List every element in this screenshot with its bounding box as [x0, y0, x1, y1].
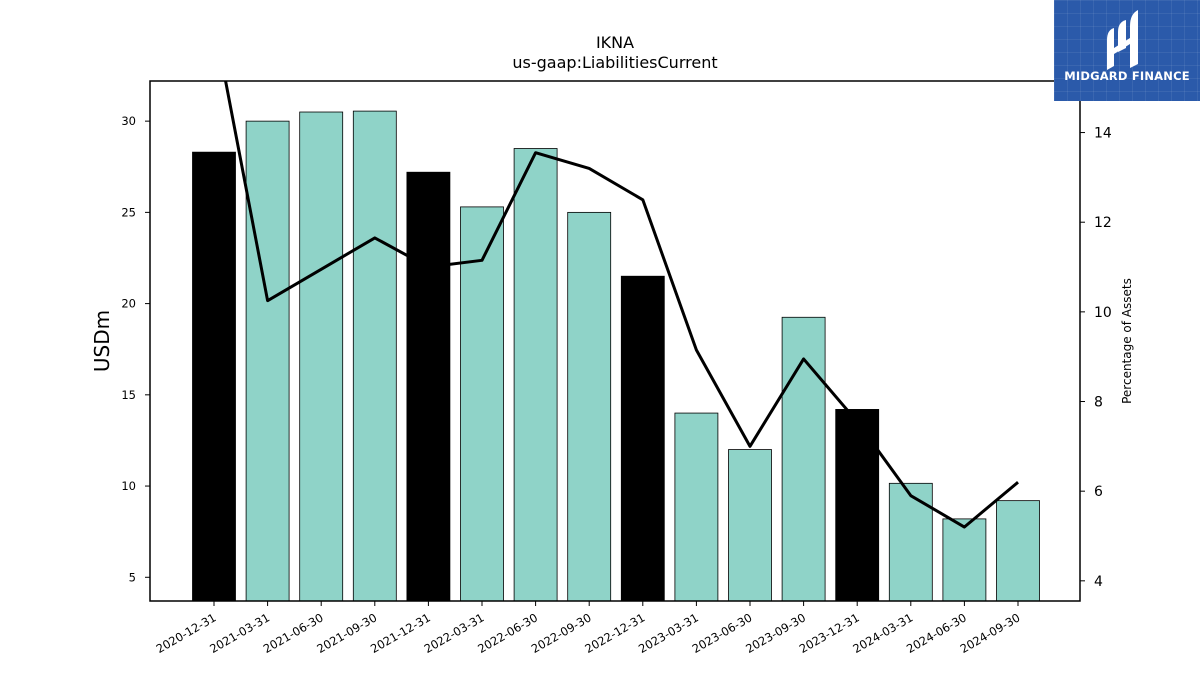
x-tick-label: 2022-06-30: [475, 610, 540, 656]
bar-2024-03-31: [888, 482, 933, 602]
logo-text: MIDGARD FINANCE: [1064, 69, 1190, 83]
x-tick-label: 2022-12-31: [582, 610, 647, 656]
y-tick-label: 10: [121, 479, 136, 493]
bars-group: [192, 110, 1040, 602]
y2-tick-label: 12: [1094, 215, 1112, 231]
line-layer: [224, 81, 1019, 529]
x-tick-label: 2021-03-31: [207, 610, 272, 656]
x-axis: 2020-12-312021-03-312021-06-302021-09-30…: [154, 601, 1023, 656]
bar-2022-06-30: [513, 148, 558, 602]
x-tick-label: 2024-09-30: [958, 610, 1023, 656]
bar-2023-12-31: [835, 409, 880, 602]
y-tick-label: 30: [121, 114, 136, 128]
bar-2021-06-30: [299, 111, 344, 602]
y2-tick-label: 10: [1094, 305, 1112, 321]
bar-2021-12-31: [406, 171, 451, 602]
x-tick-label: 2021-06-30: [261, 610, 326, 656]
bar-2022-12-31: [620, 275, 665, 602]
x-tick-label: 2023-12-31: [797, 610, 862, 656]
bar-2024-09-30: [996, 500, 1040, 602]
bar-2021-03-31: [245, 120, 290, 602]
y-axis-right: 4 6 8 10 12 14: [1080, 126, 1112, 590]
chart-title: IKNA: [596, 33, 634, 52]
y2-tick-label: 6: [1094, 484, 1103, 500]
x-tick-label: 2022-09-30: [529, 610, 594, 656]
x-tick-label: 2020-12-31: [154, 610, 219, 656]
y-axis-left: 5 10 15 20 25 30: [121, 114, 150, 584]
y-tick-label: 15: [121, 388, 136, 402]
bar-2021-09-30: [352, 110, 397, 602]
percentage-of-assets-line: [224, 81, 1019, 529]
chart-subtitle: us-gaap:LiabilitiesCurrent: [512, 53, 717, 72]
bar-2023-06-30: [728, 449, 772, 602]
y-tick-label: 25: [121, 205, 136, 219]
bar-2023-09-30: [781, 316, 826, 602]
y2-tick-label: 8: [1094, 395, 1103, 411]
bar-2020-12-31: [192, 151, 236, 602]
x-tick-label: 2023-03-31: [636, 610, 701, 656]
x-tick-label: 2021-09-30: [314, 610, 379, 656]
y2-tick-label: 14: [1094, 126, 1112, 142]
plot-frame: [149, 80, 1081, 602]
bar-2023-03-31: [674, 412, 719, 602]
y-axis-label: USDm: [90, 310, 114, 372]
y-tick-label: 20: [121, 297, 136, 311]
bar-2022-09-30: [567, 211, 612, 602]
y2-axis-label: Percentage of Assets: [1120, 278, 1134, 404]
y-tick-label: 5: [129, 570, 136, 584]
bar-2024-06-30: [942, 518, 987, 602]
x-tick-label: 2021-12-31: [368, 610, 433, 656]
logo-grid-pattern: [1054, 0, 1200, 101]
x-tick-label: 2023-06-30: [690, 610, 755, 656]
y2-tick-label: 4: [1094, 574, 1103, 590]
x-tick-label: 2024-03-31: [850, 610, 915, 656]
x-tick-label: 2023-09-30: [743, 610, 808, 656]
x-tick-label: 2022-03-31: [422, 610, 487, 656]
bar-2022-03-31: [460, 206, 504, 602]
midgard-logo-icon: [1107, 10, 1138, 70]
midgard-finance-logo: MIDGARD FINANCE: [1054, 0, 1200, 101]
x-tick-label: 2024-06-30: [904, 610, 969, 656]
